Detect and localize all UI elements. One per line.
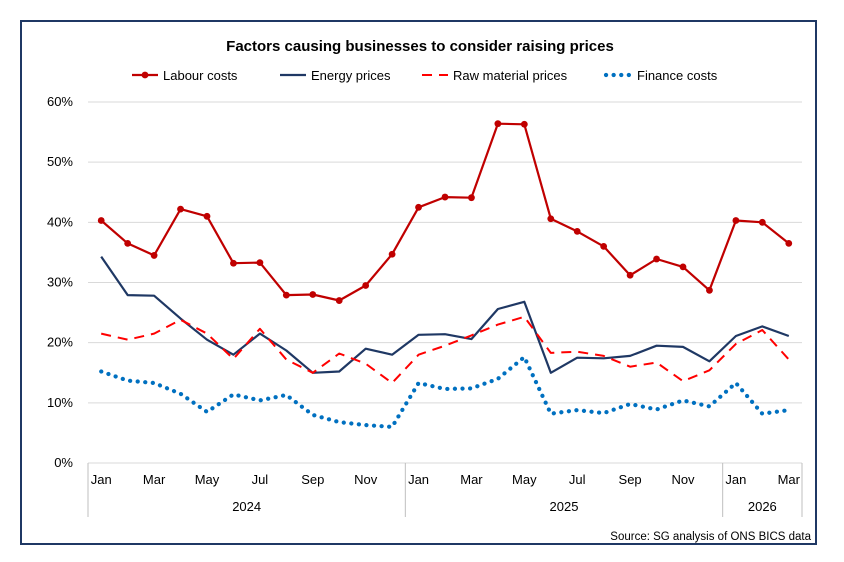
data-point: [309, 291, 317, 298]
chart-title: Factors causing businesses to consider r…: [226, 38, 614, 55]
series-line: [100, 122, 790, 302]
data-point: [335, 297, 343, 304]
data-point: [732, 217, 740, 224]
x-tick-label: Nov: [671, 472, 695, 487]
x-tick-label: Jan: [725, 472, 746, 487]
data-point: [415, 203, 422, 211]
x-tick-label: Mar: [778, 472, 801, 487]
x-tick-label: Mar: [460, 472, 483, 487]
data-point: [362, 282, 370, 289]
y-tick-label: 0%: [54, 455, 73, 470]
series-line: [100, 255, 790, 374]
x-tick-label: May: [512, 472, 537, 487]
data-point: [256, 259, 264, 267]
x-tick-label: Mar: [143, 472, 166, 487]
data-point: [600, 243, 608, 250]
data-point: [441, 193, 449, 201]
y-tick-label: 60%: [47, 94, 73, 109]
data-point: [758, 218, 766, 226]
x-group-label: 2024: [232, 499, 261, 514]
data-point: [494, 120, 502, 128]
x-tick-label: May: [195, 472, 220, 487]
data-point: [150, 252, 158, 259]
legend-marker: [141, 71, 149, 79]
data-point: [282, 291, 290, 299]
series-line: [99, 355, 791, 429]
x-group-label: 2025: [550, 499, 579, 514]
data-point: [706, 286, 713, 294]
data-point: [520, 120, 528, 128]
x-tick-label: Jul: [569, 472, 586, 487]
x-tick-label: Jan: [408, 472, 429, 487]
data-point: [124, 239, 132, 247]
x-tick-label: Jul: [252, 472, 269, 487]
x-tick-label: Jan: [91, 472, 112, 487]
data-point: [653, 255, 660, 263]
line-chart: Factors causing businesses to consider r…: [47, 38, 812, 543]
legend-label: Labour costs: [163, 68, 238, 83]
x-group-label: 2026: [748, 499, 777, 514]
data-point: [203, 212, 211, 220]
y-tick-label: 10%: [47, 395, 73, 410]
y-axis: 0% 10% 20% 30% 40% 50% 60%: [47, 94, 73, 470]
data-point: [573, 227, 581, 235]
data-point: [230, 259, 237, 267]
legend-label: Energy prices: [311, 68, 391, 83]
x-tick-label: Sep: [619, 472, 642, 487]
y-tick-label: 50%: [47, 154, 73, 169]
data-point: [785, 239, 793, 247]
legend: Labour costs Energy prices Raw material pr…: [132, 68, 718, 83]
data-point: [177, 205, 184, 213]
legend-label: Finance costs: [637, 68, 718, 83]
gridlines: [88, 101, 802, 464]
data-point: [626, 271, 634, 279]
series-line: [100, 315, 790, 384]
y-tick-label: 40%: [47, 214, 73, 229]
data-point: [679, 263, 687, 271]
data-point: [97, 217, 105, 224]
legend-label: Raw material prices: [453, 68, 568, 83]
data-point: [468, 194, 475, 202]
chart-frame: Factors causing businesses to consider r…: [20, 20, 817, 545]
x-tick-label: Nov: [354, 472, 378, 487]
data-point: [547, 215, 555, 223]
x-axis: Jan Mar May Jul Sep Nov Jan Mar May Jul Sep Nov Jan M…: [87, 463, 803, 517]
y-tick-label: 30%: [47, 275, 73, 290]
y-tick-label: 20%: [47, 335, 73, 350]
source-note: Source: SG analysis of ONS BICS data: [610, 531, 811, 543]
data-point: [388, 250, 396, 258]
x-tick-label: Sep: [301, 472, 324, 487]
series-lines: [97, 120, 793, 429]
